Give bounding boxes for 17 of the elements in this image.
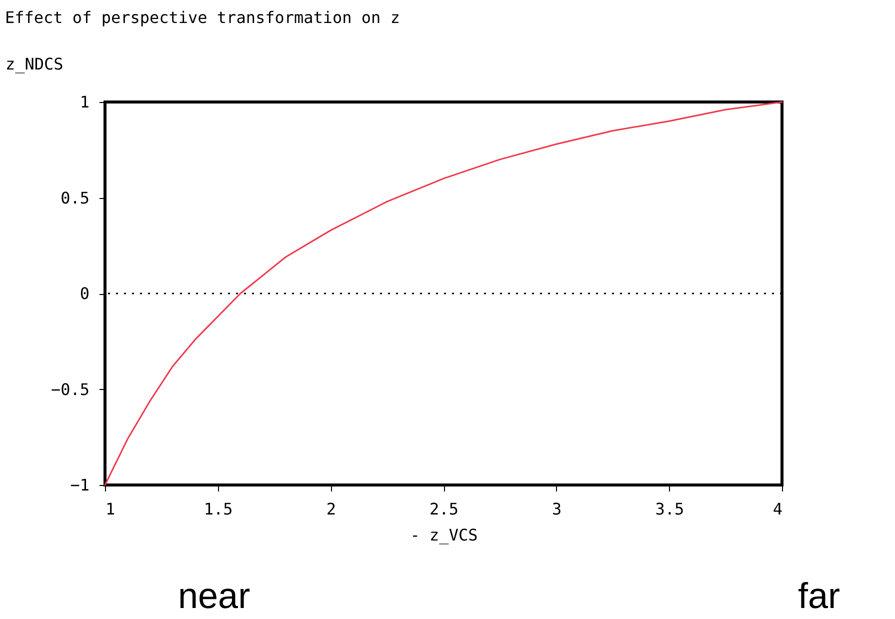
text: far (798, 575, 840, 617)
x-tick-label: 1.5 (204, 500, 233, 518)
y-tick-label: 0 (80, 284, 90, 303)
y-tick-label: 0.5 (60, 188, 90, 208)
x-tick-label: 3 (552, 500, 562, 518)
y-axis-title: z_NDCS (6, 54, 64, 74)
x-tick-label: 1 (106, 500, 116, 518)
x-tick-label: 4 (772, 500, 782, 518)
y-tick-label: −0.5 (50, 380, 90, 399)
text: near (178, 575, 250, 617)
y-tick-label: −1 (70, 476, 90, 494)
x-tick-label: 3.5 (655, 500, 684, 518)
x-axis-title: - z_VCS (410, 526, 478, 544)
x-tick-label: 2.5 (430, 500, 458, 518)
chart-title: Effect of perspective transformation on z (5, 8, 400, 27)
x-tick-label: 2 (326, 500, 336, 518)
y-tick-label: 1 (80, 92, 90, 112)
